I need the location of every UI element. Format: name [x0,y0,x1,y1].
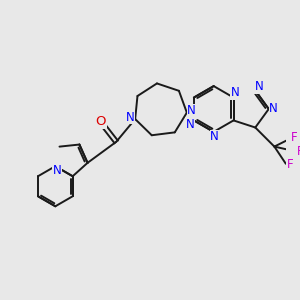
Text: N: N [187,104,196,117]
Text: O: O [96,115,106,128]
Text: F: F [291,131,298,145]
Text: F: F [297,145,300,158]
Text: N: N [53,164,62,176]
Text: N: N [255,80,263,93]
Text: N: N [186,118,194,131]
Text: N: N [231,86,240,99]
Text: N: N [210,130,219,143]
Text: F: F [287,158,294,171]
Text: N: N [269,103,278,116]
Text: N: N [126,111,135,124]
